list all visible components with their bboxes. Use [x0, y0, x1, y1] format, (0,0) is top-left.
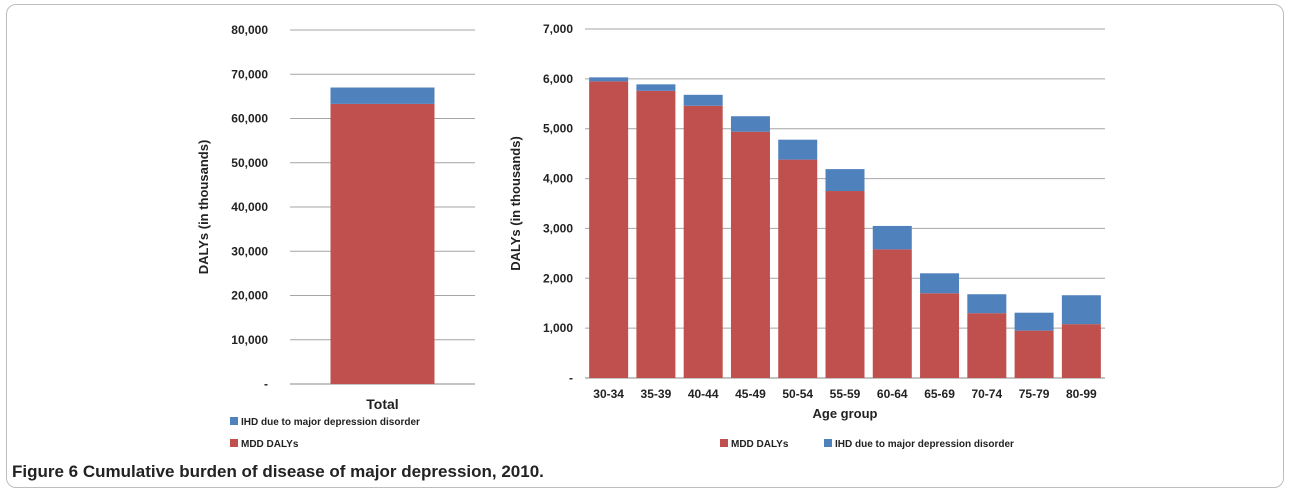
- chart2-bar-mdd: [636, 90, 676, 378]
- chart2-legend-label: MDD DALYs: [731, 439, 789, 450]
- chart2-bar-ihd: [636, 84, 676, 91]
- chart1-y-tick-label: 10,000: [231, 333, 268, 347]
- chart2-bar-mdd: [967, 313, 1007, 378]
- chart2-legend-swatch: [720, 439, 728, 447]
- chart1-y-tick-label: 70,000: [231, 67, 268, 81]
- chart2-x-tick-label: 60-64: [877, 387, 908, 401]
- chart2-legend-swatch: [824, 439, 832, 447]
- chart2-y-tick-label: 6,000: [543, 72, 573, 86]
- chart1-legend-label: IHD due to major depression disorder: [241, 417, 420, 428]
- chart2-y-tick-label: 7,000: [543, 22, 573, 36]
- chart1-y-axis-label: DALYs (in thousands): [196, 140, 211, 275]
- chart1-y-tick-label: 80,000: [231, 23, 268, 37]
- chart1-y-tick-label: -: [264, 377, 268, 391]
- chart2-bar-mdd: [1061, 324, 1101, 378]
- chart2-x-tick-label: 50-54: [782, 387, 813, 401]
- chart2-bar-mdd: [778, 159, 818, 378]
- chart2-x-tick-label: 55-59: [830, 387, 861, 401]
- chart1-legend-label: MDD DALYs: [241, 439, 299, 450]
- chart2-x-tick-label: 30-34: [593, 387, 624, 401]
- chart2-bar-mdd: [730, 131, 770, 378]
- chart2-bar-ihd: [825, 169, 865, 192]
- chart2-bar-ihd: [589, 77, 629, 82]
- chart2-x-axis-label: Age group: [813, 406, 878, 421]
- chart2-bar-ihd: [967, 294, 1007, 314]
- chart2-bar-mdd: [1014, 330, 1054, 378]
- chart2-bar-mdd: [589, 81, 629, 378]
- chart2-y-tick-label: 4,000: [543, 172, 573, 186]
- figure-caption: Figure 6 Cumulative burden of disease of…: [12, 462, 544, 482]
- chart2-y-axis-label: DALYs (in thousands): [508, 136, 523, 271]
- chart2-x-tick-label: 45-49: [735, 387, 766, 401]
- chart2-bar-ihd: [872, 225, 912, 250]
- chart2-x-tick-label: 70-74: [971, 387, 1002, 401]
- chart1-y-tick-label: 50,000: [231, 156, 268, 170]
- chart2-y-tick-label: 5,000: [543, 122, 573, 136]
- chart2-y-tick-label: 2,000: [543, 271, 573, 285]
- chart2-bar-ihd: [778, 139, 818, 160]
- chart1-legend-swatch: [230, 417, 238, 425]
- chart1-y-tick-label: 20,000: [231, 289, 268, 303]
- chart1-bar-mdd: [330, 103, 435, 385]
- chart2-x-tick-label: 65-69: [924, 387, 955, 401]
- chart2-y-tick-label: -: [569, 371, 573, 385]
- chart2-bar-ihd: [1061, 295, 1101, 325]
- chart1-x-tick-label: Total: [366, 396, 398, 412]
- chart2-bar-ihd: [683, 94, 723, 106]
- chart2-bar-ihd: [1014, 312, 1054, 331]
- chart2-bar-ihd: [730, 116, 770, 132]
- chart2-bar-ihd: [920, 273, 960, 294]
- chart1-bar-ihd: [330, 87, 435, 104]
- chart2-y-tick-label: 1,000: [543, 321, 573, 335]
- chart2-legend-label: IHD due to major depression disorder: [835, 439, 1014, 450]
- chart1-y-tick-label: 40,000: [231, 200, 268, 214]
- chart2-bar-mdd: [872, 249, 912, 378]
- figure-caption-text: Cumulative burden of disease of major de…: [82, 462, 544, 481]
- chart2-bar-mdd: [825, 191, 865, 378]
- chart1-y-tick-label: 30,000: [231, 244, 268, 258]
- chart2-bar-mdd: [920, 293, 960, 378]
- chart2-x-tick-label: 75-79: [1019, 387, 1050, 401]
- chart1-legend-swatch: [230, 439, 238, 447]
- chart2-x-tick-label: 80-99: [1066, 387, 1097, 401]
- chart2-y-tick-label: 3,000: [543, 221, 573, 235]
- figure-label: Figure 6: [12, 462, 79, 481]
- chart2-x-tick-label: 35-39: [641, 387, 672, 401]
- chart1-y-tick-label: 60,000: [231, 112, 268, 126]
- chart2-x-tick-label: 40-44: [688, 387, 719, 401]
- chart2-bar-mdd: [683, 105, 723, 378]
